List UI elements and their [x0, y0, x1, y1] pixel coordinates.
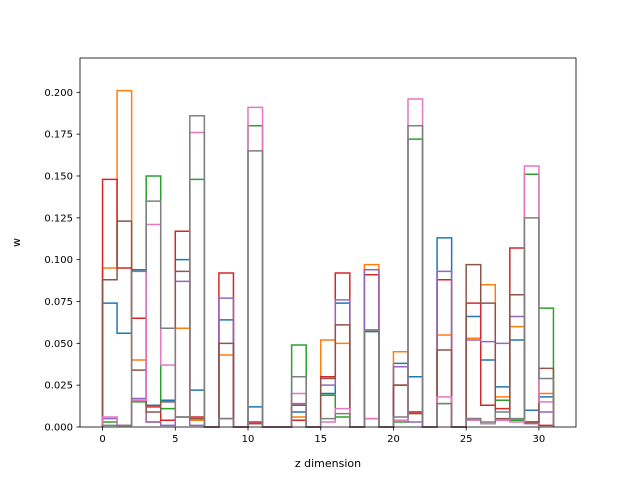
y-tick-label: 0.000: [44, 423, 73, 434]
x-tick-label: 25: [460, 434, 473, 445]
x-tick-label: 20: [387, 434, 400, 445]
y-axis-label: w: [10, 238, 23, 247]
x-axis: 0 5 10 15 20 25 30: [99, 427, 545, 445]
x-tick-label: 0: [99, 434, 105, 445]
y-tick-label: 0.025: [44, 381, 73, 392]
x-axis-label: z dimension: [295, 457, 361, 470]
series-layer: [101, 89, 555, 428]
x-tick-label: 30: [533, 434, 546, 445]
x-tick-label: 15: [314, 434, 327, 445]
y-tick-label: 0.150: [44, 171, 73, 182]
y-tick-label: 0.075: [44, 297, 73, 308]
y-tick-label: 0.100: [44, 255, 73, 266]
series-8-step-line: [101, 114, 555, 428]
x-tick-label: 5: [172, 434, 178, 445]
y-tick-label: 0.050: [44, 339, 73, 350]
plot-frame: [79, 57, 577, 428]
y-axis: 0.000 0.025 0.050 0.075 0.100 0.125 0.150 0.175…: [44, 88, 80, 434]
y-tick-label: 0.200: [44, 88, 73, 99]
x-tick-label: 10: [242, 434, 255, 445]
y-tick-label: 0.125: [44, 213, 73, 224]
y-tick-label: 0.175: [44, 130, 73, 141]
